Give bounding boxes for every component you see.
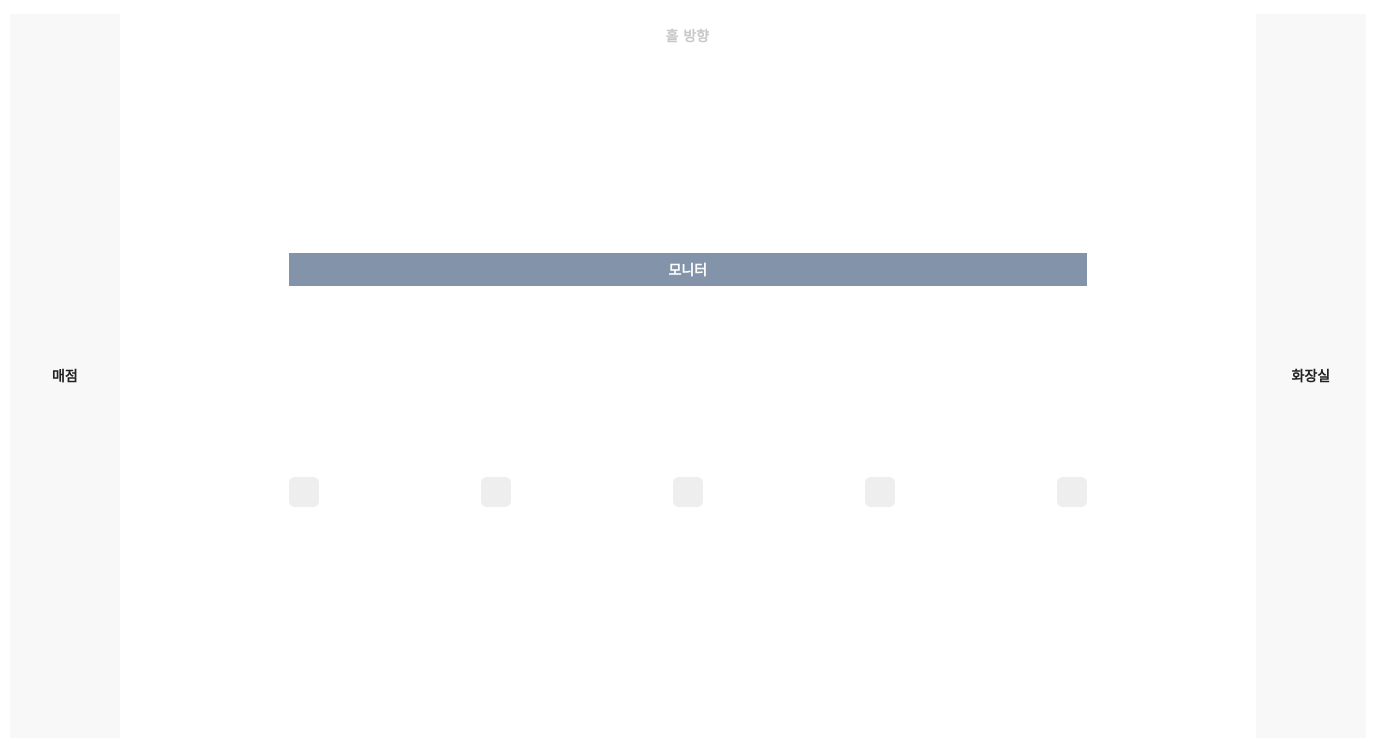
seat-2[interactable] [481, 477, 511, 507]
seat-4[interactable] [865, 477, 895, 507]
hall-direction-label: 홀 방향 [665, 29, 710, 45]
snack-bar-area: 매점 [10, 14, 120, 738]
monitor-screen: 모니터 [289, 253, 1087, 286]
snack-bar-label: 매점 [52, 369, 78, 385]
seat-3[interactable] [673, 477, 703, 507]
monitor-label: 모니터 [668, 262, 708, 279]
seat-1[interactable] [289, 477, 319, 507]
restroom-label: 화장실 [1291, 369, 1331, 385]
seat-5[interactable] [1057, 477, 1087, 507]
restroom-area: 화장실 [1256, 14, 1366, 738]
